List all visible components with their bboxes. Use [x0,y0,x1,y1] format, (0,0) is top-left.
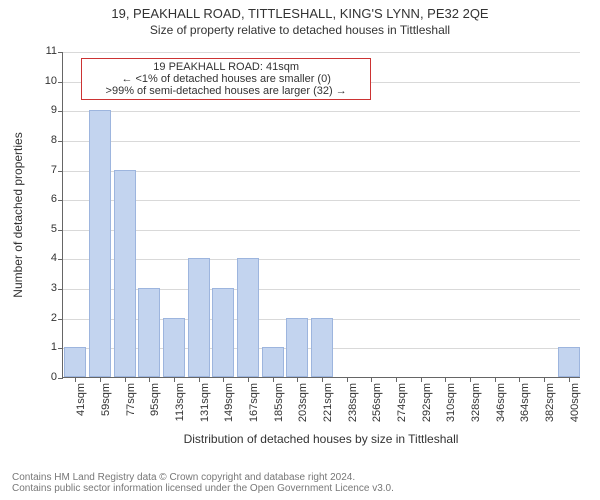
x-tick-label: 59sqm [100,383,112,416]
x-tick-mark [396,377,397,382]
x-tick-label: 185sqm [273,383,285,422]
x-tick-mark [421,377,422,382]
gridline [63,230,580,231]
y-tick-mark [58,259,63,260]
y-tick-mark [58,230,63,231]
histogram-bar [558,347,580,377]
x-tick-label: 364sqm [519,383,531,422]
histogram-bar [262,347,284,377]
gridline [63,52,580,53]
x-tick-label: 41sqm [75,383,87,416]
x-tick-mark [199,377,200,382]
x-tick-mark [100,377,101,382]
y-tick-mark [58,171,63,172]
x-tick-mark [569,377,570,382]
x-tick-label: 113sqm [174,383,186,421]
y-tick-mark [58,111,63,112]
histogram-bar [311,318,333,377]
x-tick-mark [470,377,471,382]
histogram-bar [286,318,308,377]
x-tick-label: 274sqm [396,383,408,422]
gridline [63,111,580,112]
x-tick-label: 400sqm [569,383,581,422]
x-tick-mark [297,377,298,382]
x-tick-label: 77sqm [125,383,137,416]
y-tick-mark [58,52,63,53]
x-tick-mark [223,377,224,382]
x-tick-mark [75,377,76,382]
x-tick-label: 149sqm [223,383,235,422]
histogram-bar [188,258,210,377]
histogram-bar [89,110,111,377]
y-tick-label: 0 [51,371,63,383]
x-tick-label: 131sqm [199,383,211,422]
histogram-bar [138,288,160,377]
gridline [63,259,580,260]
x-tick-mark [125,377,126,382]
x-tick-label: 292sqm [421,383,433,422]
chart-container: 0123456789101141sqm59sqm77sqm95sqm113sqm… [0,0,600,500]
x-tick-mark [149,377,150,382]
histogram-bar [114,170,136,377]
y-tick-mark [58,200,63,201]
y-tick-mark [58,378,63,379]
property-annotation-box: 19 PEAKHALL ROAD: 41sqm← <1% of detached… [81,58,371,100]
histogram-bar [64,347,86,377]
x-axis-label: Distribution of detached houses by size … [184,432,459,446]
histogram-bar [163,318,185,377]
footer-line-1: Contains HM Land Registry data © Crown c… [0,472,600,483]
x-tick-label: 167sqm [248,383,260,422]
x-tick-mark [347,377,348,382]
histogram-bar [237,258,259,377]
footer-line-2: Contains public sector information licen… [0,483,600,494]
histogram-bar [212,288,234,377]
x-tick-label: 328sqm [470,383,482,422]
x-tick-mark [544,377,545,382]
x-tick-mark [371,377,372,382]
x-tick-mark [273,377,274,382]
x-tick-label: 95sqm [149,383,161,416]
x-tick-label: 382sqm [544,383,556,422]
x-tick-mark [174,377,175,382]
y-tick-mark [58,348,63,349]
x-tick-label: 238sqm [347,383,359,422]
y-axis-label: Number of detached properties [11,132,25,297]
y-tick-mark [58,141,63,142]
x-tick-label: 310sqm [445,383,457,422]
x-tick-label: 221sqm [322,383,334,422]
y-tick-mark [58,82,63,83]
y-tick-label: 11 [46,45,63,57]
x-tick-label: 346sqm [495,383,507,422]
attribution-footer: Contains HM Land Registry data © Crown c… [0,472,600,494]
x-tick-mark [248,377,249,382]
x-tick-label: 256sqm [371,383,383,422]
gridline [63,171,580,172]
gridline [63,200,580,201]
plot-area: 0123456789101141sqm59sqm77sqm95sqm113sqm… [62,52,580,378]
x-tick-mark [322,377,323,382]
x-tick-mark [445,377,446,382]
x-tick-mark [519,377,520,382]
annotation-line-0: 19 PEAKHALL ROAD: 41sqm [86,61,366,73]
annotation-line-1: ← <1% of detached houses are smaller (0) [86,73,366,85]
y-tick-mark [58,289,63,290]
gridline [63,141,580,142]
x-tick-mark [495,377,496,382]
annotation-line-2: >99% of semi-detached houses are larger … [86,85,366,97]
x-tick-label: 203sqm [297,383,309,422]
y-tick-mark [58,319,63,320]
